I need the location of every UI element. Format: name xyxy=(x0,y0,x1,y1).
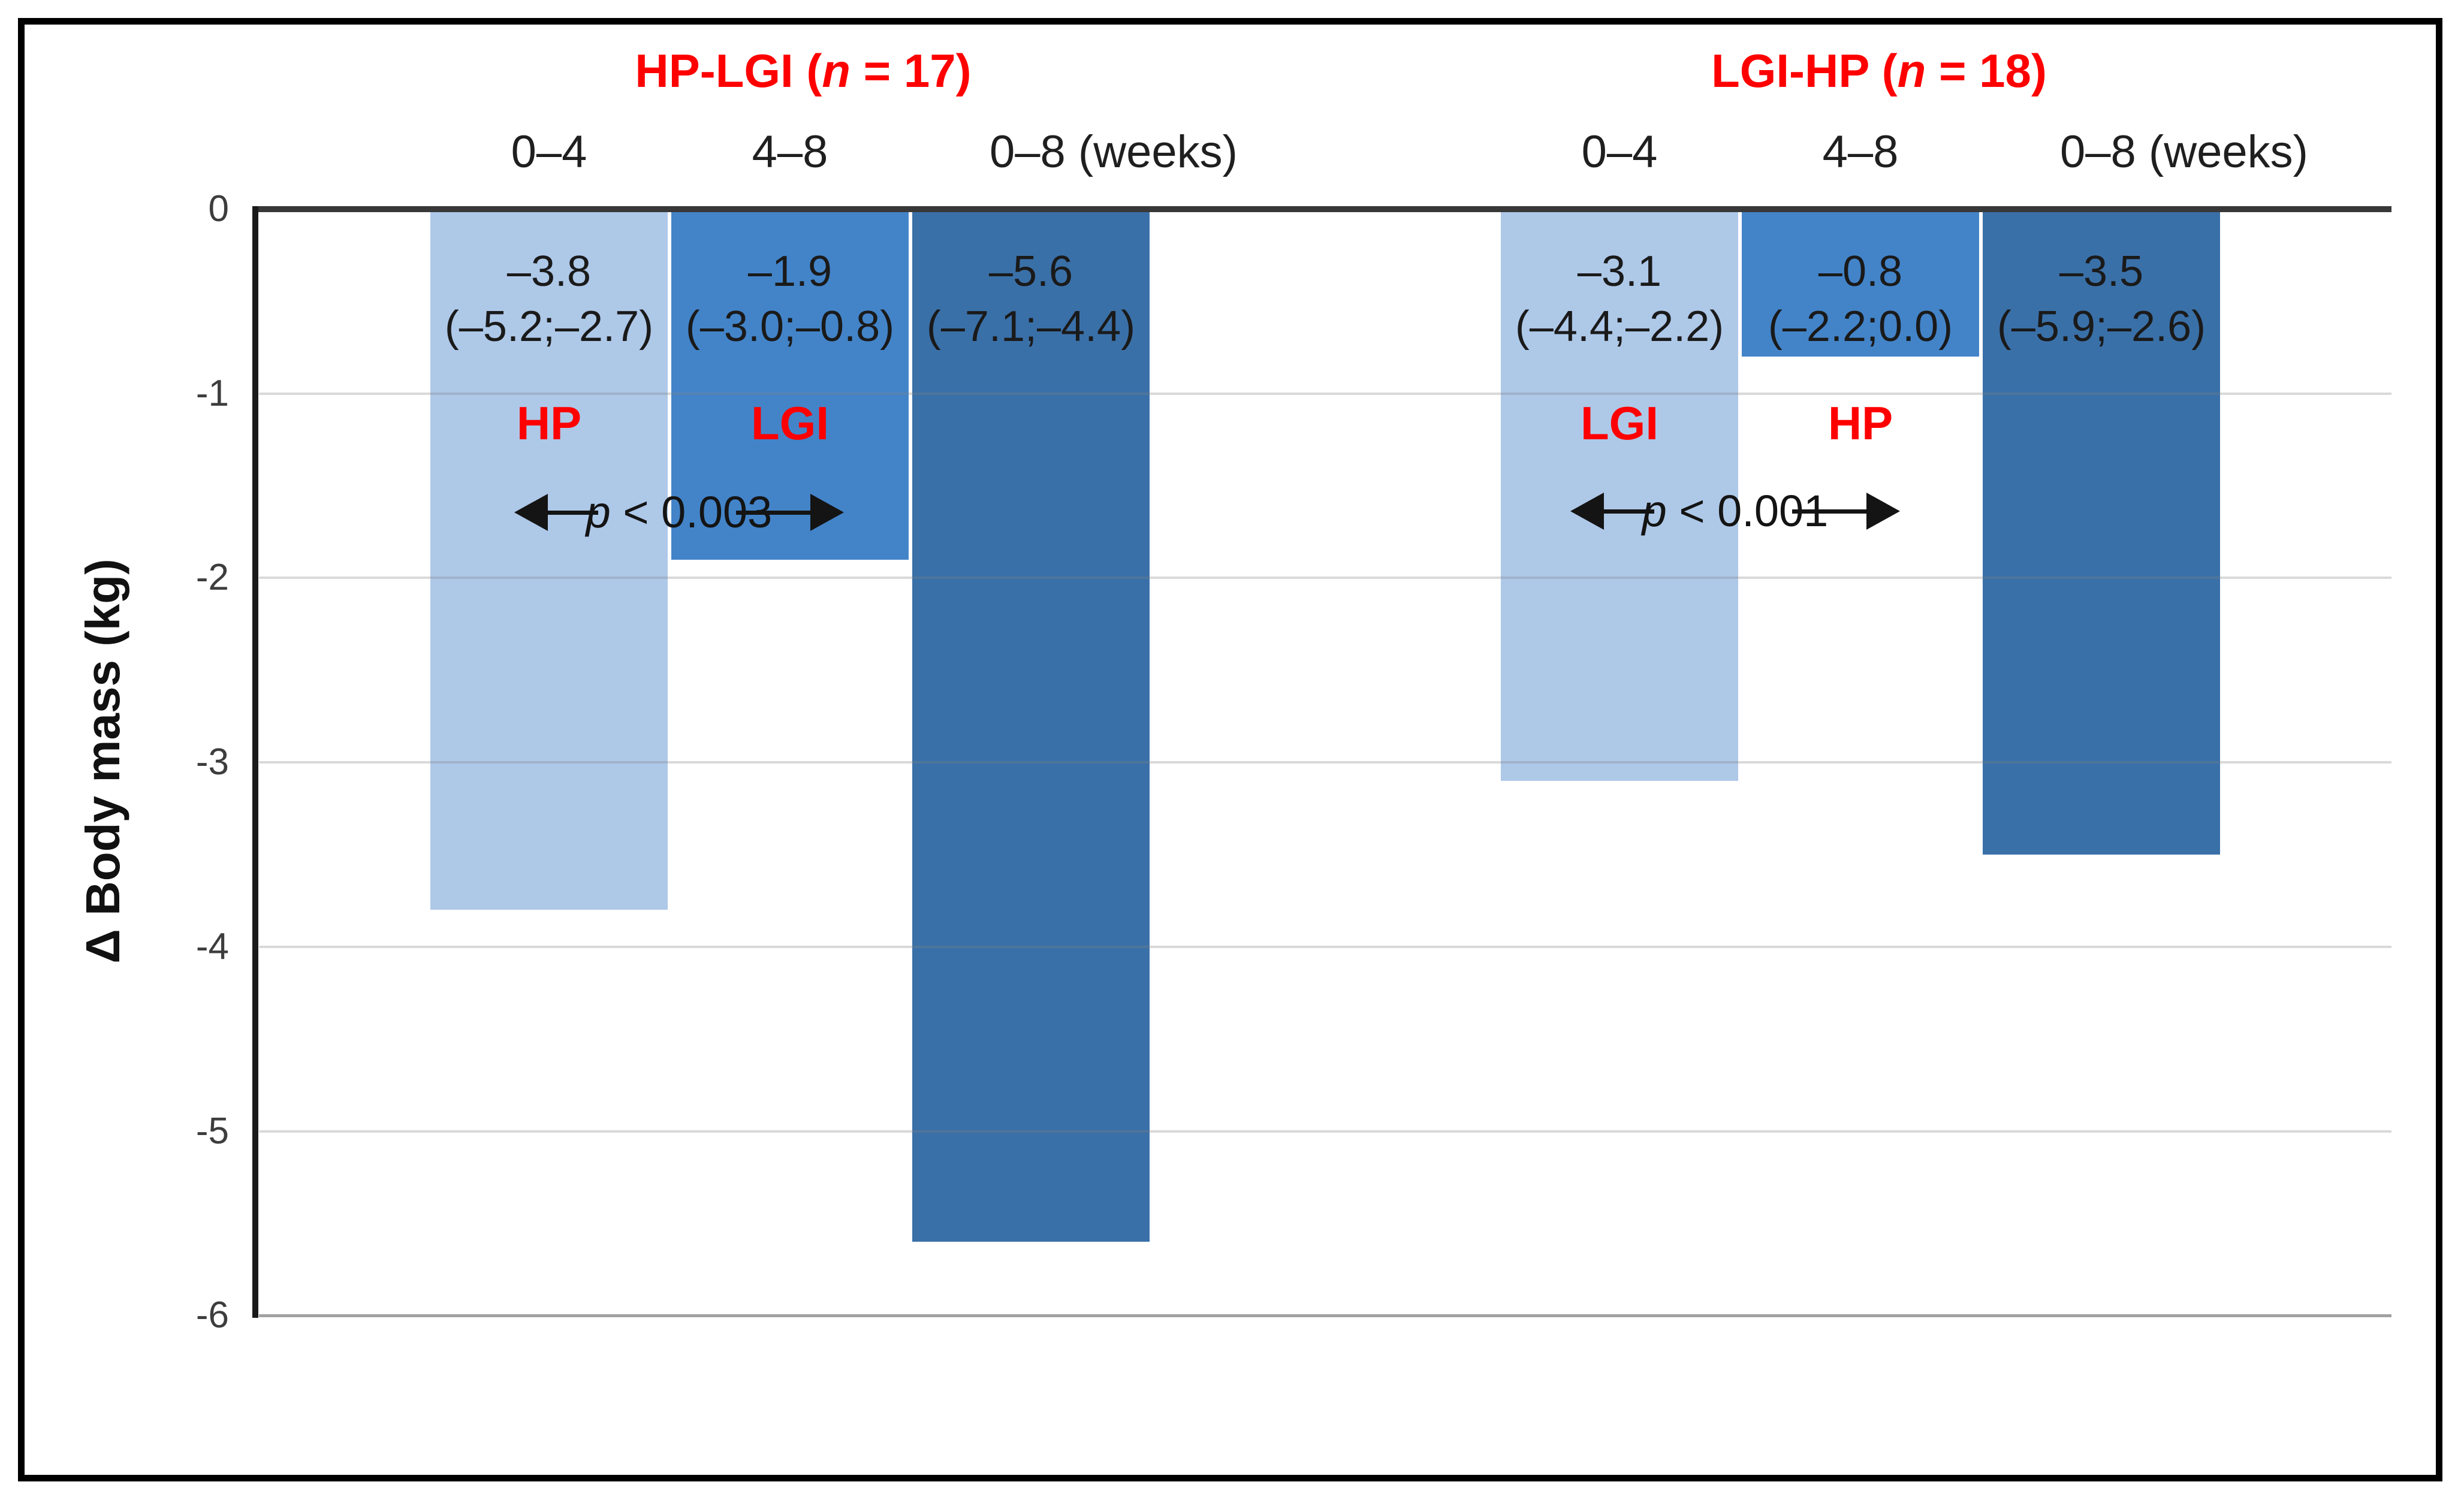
group-title: LGI-HP (n = 18) xyxy=(1711,44,2047,97)
bar-value-label: –5.6 (–7.1;–4.4) xyxy=(926,248,1136,351)
gridline xyxy=(259,577,2391,579)
diet-label: HP xyxy=(516,397,582,449)
period-label: 4–8 xyxy=(1822,126,1899,177)
bar xyxy=(671,212,909,560)
group-title: HP-LGI (n = 17) xyxy=(635,44,972,97)
y-tick-label: 0 xyxy=(208,188,229,230)
y-tick-label: -4 xyxy=(195,926,229,967)
bar-value-label: –3.5 (–5.9;–2.6) xyxy=(1996,248,2206,351)
bar xyxy=(1501,212,1738,781)
x-axis-line xyxy=(253,206,2391,212)
y-axis-line xyxy=(252,206,258,1318)
diet-label: HP xyxy=(1827,397,1893,449)
arrow-line-right xyxy=(1792,509,1876,514)
arrow-head-right-icon xyxy=(1866,493,1900,530)
bar-value-label: –3.8 (–5.2;–2.7) xyxy=(444,248,654,351)
arrow-line-left xyxy=(538,511,598,515)
bar xyxy=(912,212,1150,1242)
gridline xyxy=(259,761,2391,763)
gridline xyxy=(259,1314,2391,1317)
y-tick-label: -5 xyxy=(195,1110,229,1152)
arrow-line-right xyxy=(736,511,820,515)
bar-value-label: –1.9 (–3.0;–0.8) xyxy=(685,248,895,351)
p-value-text: p < 0.003 xyxy=(586,487,773,537)
period-label: 0–8 (weeks) xyxy=(2060,126,2308,177)
diet-label: LGI xyxy=(751,397,829,449)
bar xyxy=(430,212,668,910)
y-tick-label: -6 xyxy=(195,1294,229,1336)
period-label: 0–4 xyxy=(1581,126,1658,177)
bar-value-label: –3.1 (–4.4;–2.2) xyxy=(1515,248,1724,351)
gridline xyxy=(259,946,2391,948)
bar-value-label: –0.8 (–2.2;0.0) xyxy=(1768,248,1953,351)
bar xyxy=(1983,212,2220,855)
y-tick-label: -1 xyxy=(195,373,229,414)
y-tick-label: -2 xyxy=(195,557,229,598)
period-label: 4–8 xyxy=(752,126,828,177)
gridline xyxy=(259,1130,2391,1133)
gridline xyxy=(259,393,2391,395)
p-value-text: p < 0.001 xyxy=(1642,486,1829,536)
arrow-head-left-icon xyxy=(514,494,548,531)
period-label: 0–8 (weeks) xyxy=(990,126,1238,177)
diet-label: LGI xyxy=(1581,397,1658,449)
arrow-line-left xyxy=(1594,509,1654,514)
y-tick-label: -3 xyxy=(195,741,229,783)
arrow-head-right-icon xyxy=(810,494,844,531)
period-label: 0–4 xyxy=(511,126,587,177)
arrow-head-left-icon xyxy=(1570,493,1604,530)
bar xyxy=(1742,212,1979,357)
